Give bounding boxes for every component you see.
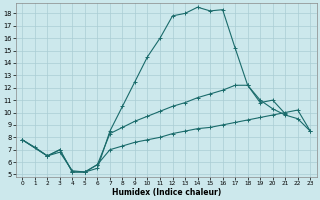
X-axis label: Humidex (Indice chaleur): Humidex (Indice chaleur): [112, 188, 221, 197]
